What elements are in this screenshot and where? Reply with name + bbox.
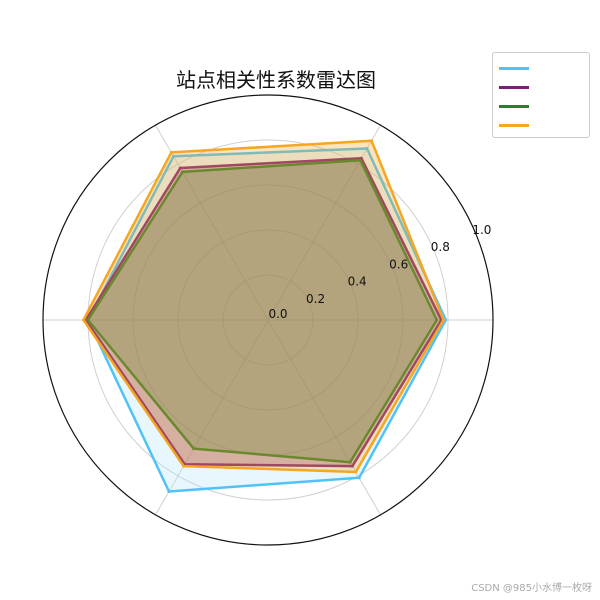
legend-entry-4 (499, 116, 583, 134)
r-tick-label-6: 1.0 (472, 223, 491, 237)
r-tick-label-4: 0.6 (389, 257, 408, 271)
outer-frame (42, 94, 494, 546)
series-3-point-3 (181, 170, 184, 174)
r-tick-label-3: 0.4 (348, 275, 367, 289)
series-1-point-5 (167, 489, 171, 493)
chart-title: 站点相关性系数雷达图 (176, 68, 376, 92)
spoke-3 (155, 124, 269, 321)
series-1-point-1 (444, 318, 448, 322)
legend-swatch-4 (499, 123, 529, 127)
legend-swatch-3 (499, 104, 529, 108)
series-1-point-2 (365, 147, 369, 151)
series-1-point-3 (172, 154, 175, 158)
legend-swatch-2 (499, 85, 529, 89)
r-tick-label-5: 0.8 (431, 240, 450, 254)
series-1-point-6 (357, 476, 361, 480)
series-4-point-4 (82, 318, 85, 322)
series-2-point-6 (350, 464, 354, 468)
legend-entry-1 (499, 59, 583, 77)
r-tick-label-1: 0.0 (268, 307, 287, 321)
legend-entry-3 (499, 97, 583, 115)
legend-entry-2 (499, 78, 583, 96)
series-4-point-3 (169, 150, 173, 154)
series-3-point-4 (86, 318, 90, 322)
series-4-point-6 (354, 470, 358, 474)
legend (492, 52, 590, 138)
r-tick-label-2: 0.2 (306, 292, 325, 306)
spoke-6 (267, 319, 381, 516)
series-3-point-6 (348, 460, 352, 464)
series-3-point-5 (192, 447, 196, 451)
series-4-point-2 (370, 139, 373, 143)
spoke-5 (155, 319, 269, 516)
series-3-point-2 (358, 158, 362, 162)
series-2-point-3 (178, 166, 182, 170)
series-3-point-1 (435, 318, 439, 322)
series-4-point-5 (182, 464, 186, 468)
legend-swatch-1 (499, 66, 529, 70)
series-4-point-1 (442, 318, 445, 322)
watermark: CSDN @985小水博一枚呀 (471, 583, 592, 594)
